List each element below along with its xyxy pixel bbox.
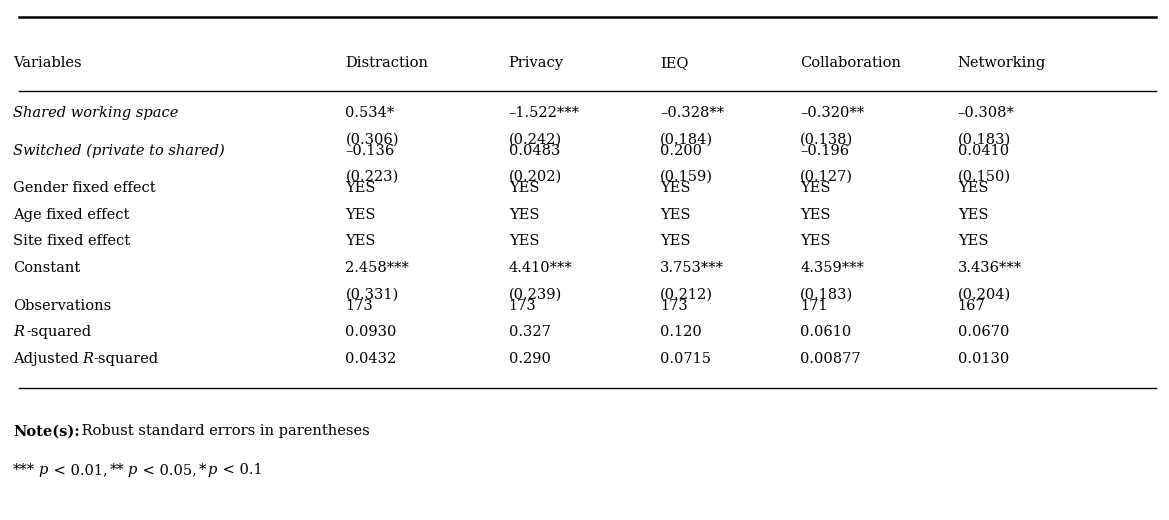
Text: Distraction: Distraction — [345, 56, 428, 70]
Text: Observations: Observations — [13, 298, 111, 313]
Text: < 0.05,: < 0.05, — [138, 463, 201, 477]
Text: Shared working space: Shared working space — [13, 107, 179, 121]
Text: IEQ: IEQ — [660, 56, 689, 70]
Text: (0.159): (0.159) — [660, 170, 713, 184]
Text: R: R — [13, 326, 25, 340]
Text: 4.359***: 4.359*** — [801, 262, 864, 275]
Text: –0.196: –0.196 — [801, 144, 850, 158]
Text: –0.308*: –0.308* — [957, 107, 1015, 121]
Text: 0.0670: 0.0670 — [957, 326, 1009, 340]
Text: –0.328**: –0.328** — [660, 107, 725, 121]
Text: Collaboration: Collaboration — [801, 56, 901, 70]
Text: Age fixed effect: Age fixed effect — [13, 207, 130, 222]
Text: (0.138): (0.138) — [801, 133, 853, 147]
Text: Note(s):: Note(s): — [13, 424, 79, 438]
Text: -squared: -squared — [26, 326, 91, 340]
Text: (0.239): (0.239) — [509, 288, 562, 302]
Text: (0.202): (0.202) — [509, 170, 562, 184]
Text: YES: YES — [801, 181, 831, 195]
Text: Constant: Constant — [13, 262, 81, 275]
Text: < 0.1: < 0.1 — [219, 463, 263, 477]
Text: 0.290: 0.290 — [509, 352, 551, 366]
Text: 0.327: 0.327 — [509, 326, 551, 340]
Text: Robust standard errors in parentheses: Robust standard errors in parentheses — [77, 424, 369, 438]
Text: YES: YES — [660, 181, 691, 195]
Text: -squared: -squared — [94, 352, 159, 366]
Text: YES: YES — [660, 207, 691, 222]
Text: (0.242): (0.242) — [509, 133, 562, 147]
Text: < 0.01,: < 0.01, — [49, 463, 112, 477]
Text: 0.0410: 0.0410 — [957, 144, 1009, 158]
Text: YES: YES — [957, 207, 988, 222]
Text: Networking: Networking — [957, 56, 1046, 70]
Text: p: p — [127, 463, 137, 477]
Text: YES: YES — [957, 181, 988, 195]
Text: YES: YES — [509, 181, 539, 195]
Text: 2.458***: 2.458*** — [345, 262, 409, 275]
Text: 0.534*: 0.534* — [345, 107, 395, 121]
Text: YES: YES — [345, 235, 376, 249]
Text: Privacy: Privacy — [509, 56, 563, 70]
Text: (0.183): (0.183) — [957, 133, 1011, 147]
Text: ***: *** — [13, 463, 35, 477]
Text: 173: 173 — [345, 298, 373, 313]
Text: Gender fixed effect: Gender fixed effect — [13, 181, 155, 195]
Text: Site fixed effect: Site fixed effect — [13, 235, 130, 249]
Text: (0.212): (0.212) — [660, 288, 713, 302]
Text: 0.120: 0.120 — [660, 326, 703, 340]
Text: Switched (private to shared): Switched (private to shared) — [13, 144, 224, 158]
Text: 0.0715: 0.0715 — [660, 352, 711, 366]
Text: Variables: Variables — [13, 56, 82, 70]
Text: YES: YES — [660, 235, 691, 249]
Text: 4.410***: 4.410*** — [509, 262, 573, 275]
Text: (0.184): (0.184) — [660, 133, 713, 147]
Text: (0.150): (0.150) — [957, 170, 1011, 184]
Text: –0.136: –0.136 — [345, 144, 395, 158]
Text: R: R — [82, 352, 92, 366]
Text: 0.0930: 0.0930 — [345, 326, 396, 340]
Text: *: * — [199, 463, 206, 477]
Text: 173: 173 — [509, 298, 537, 313]
Text: (0.331): (0.331) — [345, 288, 399, 302]
Text: –0.320**: –0.320** — [801, 107, 864, 121]
Text: 0.0432: 0.0432 — [345, 352, 396, 366]
Text: 0.00877: 0.00877 — [801, 352, 860, 366]
Text: YES: YES — [345, 207, 376, 222]
Text: 0.200: 0.200 — [660, 144, 703, 158]
Text: YES: YES — [801, 235, 831, 249]
Text: p: p — [39, 463, 48, 477]
Text: p: p — [208, 463, 217, 477]
Text: 3.436***: 3.436*** — [957, 262, 1022, 275]
Text: 167: 167 — [957, 298, 985, 313]
Text: YES: YES — [509, 207, 539, 222]
Text: (0.183): (0.183) — [801, 288, 853, 302]
Text: (0.306): (0.306) — [345, 133, 399, 147]
Text: **: ** — [110, 463, 125, 477]
Text: –1.522***: –1.522*** — [509, 107, 580, 121]
Text: YES: YES — [957, 235, 988, 249]
Text: YES: YES — [509, 235, 539, 249]
Text: 0.0130: 0.0130 — [957, 352, 1009, 366]
Text: (0.204): (0.204) — [957, 288, 1011, 302]
Text: 171: 171 — [801, 298, 828, 313]
Text: (0.223): (0.223) — [345, 170, 399, 184]
Text: 0.0610: 0.0610 — [801, 326, 851, 340]
Text: YES: YES — [801, 207, 831, 222]
Text: 0.0483: 0.0483 — [509, 144, 560, 158]
Text: 173: 173 — [660, 298, 689, 313]
Text: YES: YES — [345, 181, 376, 195]
Text: (0.127): (0.127) — [801, 170, 853, 184]
Text: Adjusted: Adjusted — [13, 352, 83, 366]
Text: 3.753***: 3.753*** — [660, 262, 725, 275]
